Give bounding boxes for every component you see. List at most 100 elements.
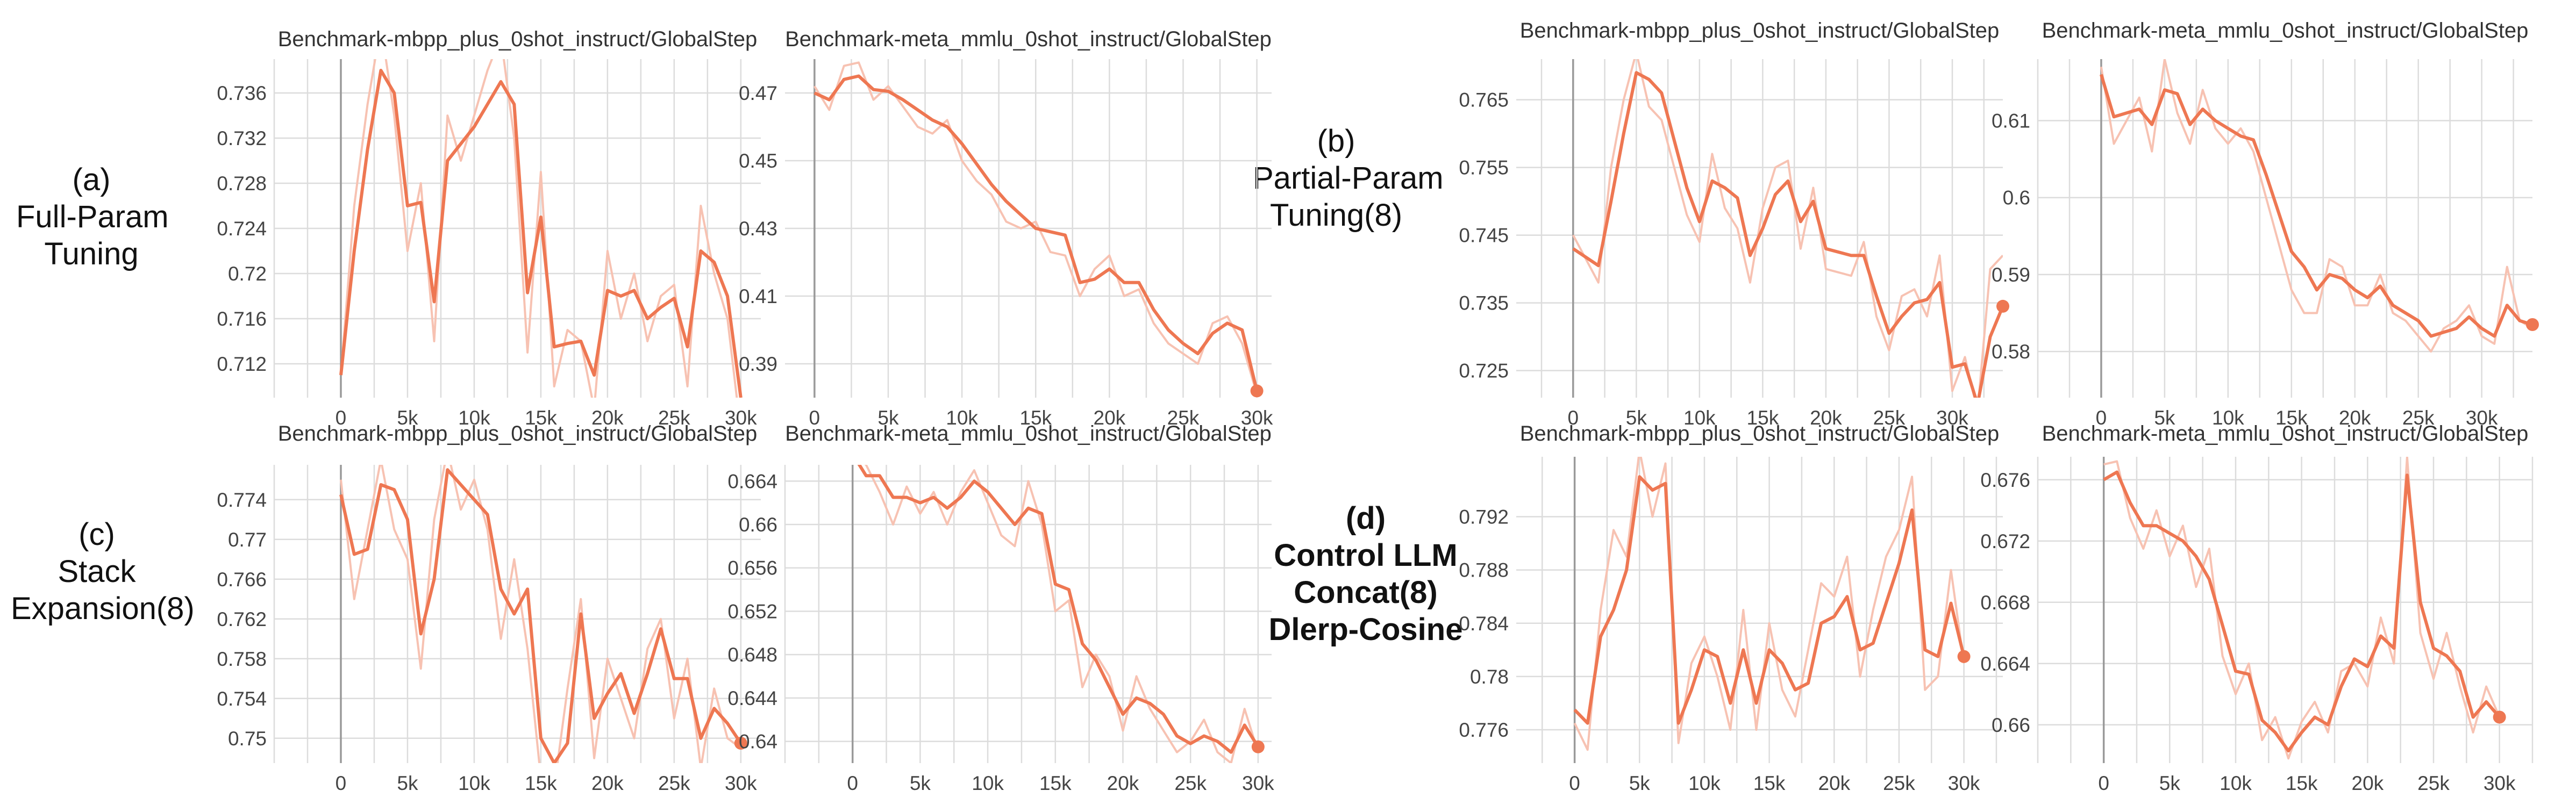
x-tick-label: 0 bbox=[2096, 407, 2107, 429]
x-tick-label: 25k bbox=[1873, 407, 1906, 429]
y-tick-label: 0.758 bbox=[217, 648, 267, 670]
y-tick-label: 0.72 bbox=[228, 263, 267, 285]
y-tick-label: 0.774 bbox=[217, 489, 267, 511]
panel-label-a-line: Tuning bbox=[44, 236, 139, 271]
series-smoothed-line bbox=[1572, 71, 2003, 398]
y-tick-label: 0.61 bbox=[1992, 110, 2030, 132]
series-smoothed-line bbox=[339, 468, 743, 763]
x-tick-label: 25k bbox=[1167, 407, 1200, 429]
chart-d-mbpp: Benchmark-mbpp_plus_0shot_instruct/Globa… bbox=[1459, 422, 2003, 794]
panel-label-c-line: (c) bbox=[79, 517, 115, 552]
x-tick-label: 20k bbox=[1818, 772, 1850, 794]
x-tick-label: 15k bbox=[1019, 407, 1052, 429]
series-raw-line bbox=[2103, 457, 2501, 760]
x-tick-label: 20k bbox=[1094, 407, 1126, 429]
series-raw-line bbox=[814, 61, 1258, 395]
last-point-marker bbox=[2493, 710, 2506, 724]
y-tick-label: 0.672 bbox=[1980, 530, 2030, 552]
x-tick-label: 20k bbox=[591, 772, 624, 794]
y-tick-label: 0.735 bbox=[1459, 292, 1509, 314]
x-tick-label: 30k bbox=[725, 772, 757, 794]
x-tick-label: 10k bbox=[1688, 772, 1721, 794]
chart-b-mbpp: Benchmark-mbpp_plus_0shot_instruct/Globa… bbox=[1459, 19, 2009, 429]
x-tick-label: 15k bbox=[525, 407, 557, 429]
x-tick-label: 30k bbox=[725, 407, 757, 429]
panel-label-d-line: (d) bbox=[1345, 501, 1386, 536]
series-smoothed-line bbox=[857, 465, 1260, 754]
y-tick-label: 0.644 bbox=[727, 687, 777, 709]
x-tick-label: 30k bbox=[2484, 772, 2516, 794]
x-tick-label: 0 bbox=[809, 407, 820, 429]
y-tick-label: 0.6 bbox=[2003, 187, 2030, 209]
x-tick-label: 5k bbox=[877, 407, 899, 429]
series-smoothed-line bbox=[339, 69, 743, 398]
y-tick-label: 0.656 bbox=[727, 557, 777, 579]
x-tick-label: 30k bbox=[1241, 407, 1273, 429]
last-point-marker bbox=[1957, 650, 1971, 663]
y-tick-label: 0.59 bbox=[1992, 264, 2030, 286]
y-tick-label: 0.788 bbox=[1459, 559, 1509, 581]
x-tick-label: 25k bbox=[1174, 772, 1207, 794]
series-raw-line bbox=[2100, 59, 2532, 353]
chart-c-mbpp: Benchmark-mbpp_plus_0shot_instruct/Globa… bbox=[217, 422, 761, 794]
y-tick-label: 0.745 bbox=[1459, 225, 1509, 247]
y-tick-label: 0.664 bbox=[727, 470, 777, 492]
x-tick-label: 30k bbox=[1948, 772, 1980, 794]
y-tick-label: 0.652 bbox=[727, 600, 777, 622]
y-tick-label: 0.766 bbox=[217, 569, 267, 591]
panel-label-c-line: Stack bbox=[58, 554, 136, 589]
series-smoothed-line bbox=[814, 74, 1259, 392]
x-tick-label: 30k bbox=[1242, 772, 1274, 794]
x-tick-label: 20k bbox=[1107, 772, 1139, 794]
y-tick-label: 0.754 bbox=[217, 688, 267, 710]
x-tick-label: 30k bbox=[1936, 407, 1968, 429]
y-tick-label: 0.792 bbox=[1459, 506, 1509, 528]
y-tick-label: 0.736 bbox=[217, 82, 267, 104]
chart-title: Benchmark-mbpp_plus_0shot_instruct/Globa… bbox=[278, 422, 758, 445]
x-tick-label: 25k bbox=[658, 772, 690, 794]
y-tick-label: 0.78 bbox=[1470, 666, 1509, 688]
y-tick-label: 0.755 bbox=[1459, 157, 1509, 179]
x-tick-label: 5k bbox=[1629, 772, 1651, 794]
y-tick-label: 0.41 bbox=[739, 285, 777, 307]
panel-label-d-line: Control LLM bbox=[1274, 538, 1458, 573]
series-raw-line bbox=[1572, 59, 2003, 398]
x-tick-label: 20k bbox=[591, 407, 624, 429]
y-tick-label: 0.43 bbox=[739, 218, 777, 240]
y-tick-label: 0.66 bbox=[1992, 714, 2030, 736]
series-smoothed-line bbox=[1573, 475, 1966, 725]
chart-a-mmlu: Benchmark-meta_mmlu_0shot_instruct/Globa… bbox=[739, 27, 1273, 429]
x-tick-label: 5k bbox=[397, 407, 418, 429]
chart-title: Benchmark-mbpp_plus_0shot_instruct/Globa… bbox=[278, 27, 758, 51]
y-tick-label: 0.648 bbox=[727, 644, 777, 666]
panel-label-a-line: (a) bbox=[72, 162, 111, 197]
series-smoothed-line bbox=[2100, 74, 2532, 338]
last-point-marker bbox=[734, 737, 747, 750]
x-tick-label: 15k bbox=[2286, 772, 2318, 794]
panel-label-d-line: Concat(8) bbox=[1294, 575, 1438, 610]
y-tick-label: 0.762 bbox=[217, 608, 267, 630]
chart-title: Benchmark-meta_mmlu_0shot_instruct/Globa… bbox=[2042, 422, 2529, 445]
chart-title: Benchmark-meta_mmlu_0shot_instruct/Globa… bbox=[2042, 19, 2529, 42]
y-tick-label: 0.45 bbox=[739, 150, 777, 172]
y-tick-label: 0.47 bbox=[739, 82, 777, 104]
last-point-marker bbox=[1250, 384, 1264, 398]
chart-c-mmlu: Benchmark-meta_mmlu_0shot_instruct/Globa… bbox=[727, 422, 1274, 794]
x-tick-label: 15k bbox=[525, 772, 557, 794]
x-tick-label: 15k bbox=[1747, 407, 1779, 429]
y-tick-label: 0.724 bbox=[217, 218, 267, 240]
x-tick-label: 5k bbox=[2154, 407, 2175, 429]
x-tick-label: 20k bbox=[2339, 407, 2371, 429]
y-tick-label: 0.728 bbox=[217, 172, 267, 195]
x-tick-label: 5k bbox=[2159, 772, 2181, 794]
x-tick-label: 5k bbox=[910, 772, 931, 794]
x-tick-label: 0 bbox=[336, 407, 347, 429]
x-tick-label: 5k bbox=[1626, 407, 1647, 429]
x-tick-label: 15k bbox=[1753, 772, 1786, 794]
x-tick-label: 10k bbox=[946, 407, 978, 429]
y-tick-label: 0.77 bbox=[228, 529, 267, 551]
x-tick-label: 10k bbox=[2220, 772, 2252, 794]
x-tick-label: 0 bbox=[2098, 772, 2109, 794]
panel-label-b-line: Tuning(8) bbox=[1269, 198, 1403, 233]
